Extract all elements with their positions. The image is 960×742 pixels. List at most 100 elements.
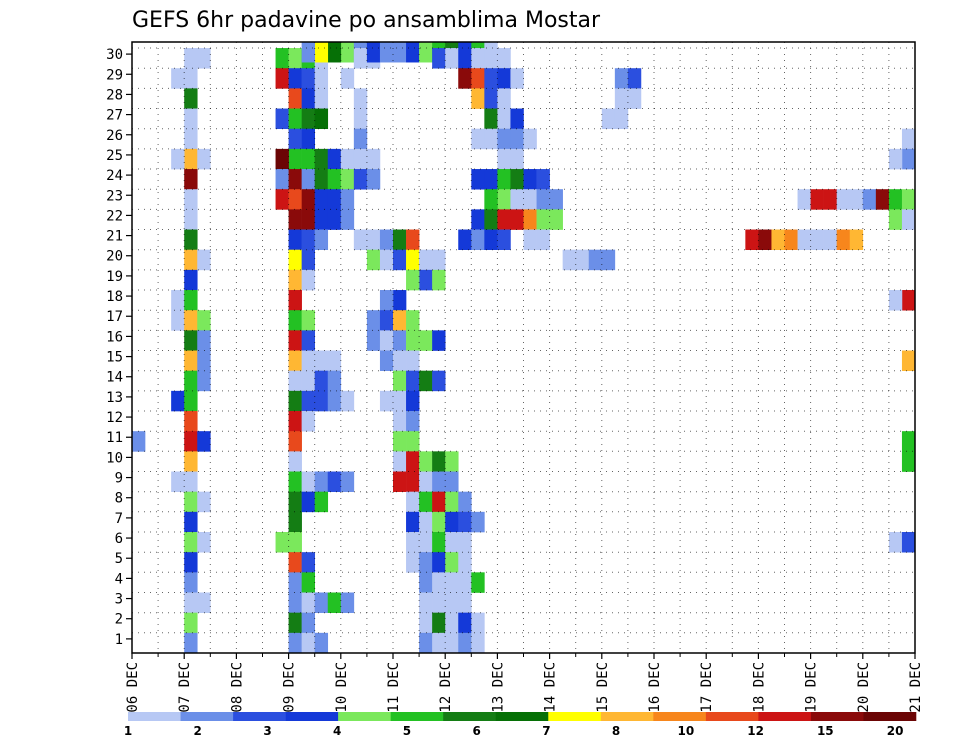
y-tick-label: 16 xyxy=(106,329,123,345)
heatmap-cell xyxy=(379,42,394,63)
heatmap-cell xyxy=(471,68,485,89)
heatmap-cell xyxy=(340,68,355,89)
heatmap-cell xyxy=(301,128,315,150)
heatmap-cell xyxy=(432,592,446,613)
heatmap-cell xyxy=(901,451,916,472)
heatmap-cell xyxy=(393,330,407,351)
heatmap-cell xyxy=(862,189,877,210)
heatmap-cell xyxy=(275,532,289,553)
heatmap-cell xyxy=(197,370,211,392)
heatmap-cell xyxy=(393,411,407,432)
heatmap-cell xyxy=(340,209,355,230)
heatmap-cell xyxy=(458,572,472,593)
x-tick-label: 10 DEC xyxy=(334,662,350,713)
heatmap-cell xyxy=(340,148,355,170)
heatmap-cell xyxy=(301,390,315,412)
heatmap-cell xyxy=(445,511,459,533)
heatmap-cell xyxy=(419,491,433,513)
heatmap-cell xyxy=(301,310,315,331)
heatmap-cell xyxy=(458,612,472,634)
heatmap-cell xyxy=(340,390,355,412)
heatmap-cell xyxy=(901,209,916,230)
heatmap-cell xyxy=(458,48,472,69)
heatmap-cell xyxy=(314,88,329,109)
heatmap-cell xyxy=(314,632,329,654)
heatmap-cell xyxy=(301,209,315,230)
heatmap-cell xyxy=(301,592,315,613)
heatmap-cell xyxy=(301,632,315,654)
heatmap-cell xyxy=(497,229,511,250)
heatmap-cell xyxy=(184,68,198,89)
heatmap-cell xyxy=(288,592,302,613)
heatmap-cell xyxy=(432,249,446,271)
heatmap-cell xyxy=(562,249,576,271)
heatmap-cell xyxy=(745,229,759,250)
heatmap-cell xyxy=(171,290,185,311)
heatmap-cell xyxy=(301,330,315,351)
heatmap-cell xyxy=(197,310,211,331)
heatmap-cell xyxy=(406,229,420,250)
heatmap-cell xyxy=(458,552,472,573)
heatmap-cell xyxy=(393,431,407,452)
heatmap-cell xyxy=(614,108,629,130)
heatmap-cell xyxy=(810,229,824,250)
heatmap-cell xyxy=(445,471,459,492)
heatmap-cell xyxy=(523,128,537,150)
colorbar-swatch xyxy=(128,712,181,721)
heatmap-cell xyxy=(393,370,407,392)
heatmap-cell xyxy=(314,169,329,190)
heatmap-cell xyxy=(340,592,355,613)
heatmap-cell xyxy=(379,350,394,371)
heatmap-cell xyxy=(288,108,302,130)
heatmap-cell xyxy=(184,552,198,573)
heatmap-cell xyxy=(314,189,329,210)
heatmap-cell xyxy=(184,330,198,351)
colorbar-swatch xyxy=(443,712,497,721)
heatmap-cell xyxy=(353,148,368,170)
heatmap-cell xyxy=(288,411,302,432)
heatmap-cell xyxy=(353,128,368,150)
heatmap-cell xyxy=(419,572,433,593)
y-tick-label: 25 xyxy=(106,148,123,164)
heatmap-cell xyxy=(484,169,498,190)
heatmap-cell xyxy=(432,451,446,472)
heatmap-cell xyxy=(301,612,315,634)
heatmap-cell xyxy=(445,552,459,573)
heatmap-cell xyxy=(823,189,837,210)
x-tick-label: 08 DEC xyxy=(229,662,245,713)
heatmap-cell xyxy=(458,68,472,89)
heatmap-cell xyxy=(288,290,302,311)
heatmap-cell xyxy=(288,370,302,392)
heatmap-cell xyxy=(510,189,524,210)
heatmap-cell xyxy=(184,572,198,593)
colorbar-swatch xyxy=(390,712,444,721)
heatmap-cell xyxy=(184,350,198,371)
heatmap-cell xyxy=(458,511,472,533)
heatmap-cell xyxy=(419,269,433,291)
heatmap-cell xyxy=(301,169,315,190)
heatmap-cell xyxy=(888,148,903,170)
heatmap-cell xyxy=(301,350,315,371)
heatmap-cell xyxy=(393,390,407,412)
heatmap-cell xyxy=(497,169,511,190)
heatmap-cell xyxy=(497,88,511,109)
heatmap-cell xyxy=(523,189,537,210)
chart-title: GEFS 6hr padavine po ansamblima Mostar xyxy=(132,8,601,33)
heatmap-cell xyxy=(288,511,302,533)
heatmap-cell xyxy=(901,148,916,170)
colorbar-swatch xyxy=(705,712,759,721)
heatmap-cell xyxy=(197,148,211,170)
heatmap-cell xyxy=(888,532,903,553)
colorbar-swatch xyxy=(233,712,286,721)
heatmap-cell xyxy=(471,632,485,654)
heatmap-cell xyxy=(510,68,524,89)
heatmap-cell xyxy=(536,169,550,190)
heatmap-cell xyxy=(432,491,446,513)
heatmap-cell xyxy=(419,632,433,654)
heatmap-cell xyxy=(327,370,342,392)
heatmap-cell xyxy=(419,511,433,533)
colorbar-label: 7 xyxy=(542,724,550,738)
heatmap-cell xyxy=(432,471,446,492)
heatmap-cell xyxy=(184,48,198,69)
heatmap-cell xyxy=(184,189,198,210)
